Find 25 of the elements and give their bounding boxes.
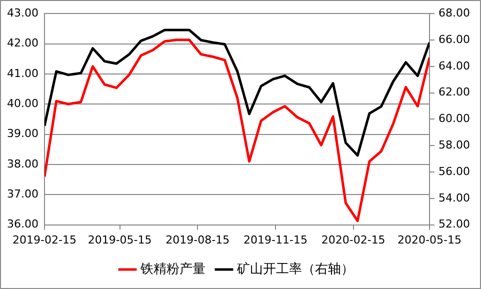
legend-label: 铁精粉产量: [140, 262, 206, 277]
y-tick-label: 37.00: [6, 187, 38, 200]
y2-tick-label: 54.00: [438, 191, 470, 204]
y2-tick-label: 68.00: [438, 6, 470, 20]
y2-tick-label: 60.00: [438, 112, 470, 126]
x-tick-label: 2019-08-15: [166, 233, 230, 246]
y2-tick-label: 62.00: [438, 86, 470, 99]
y2-tick-label: 52.00: [438, 218, 470, 231]
y-tick-label: 41.00: [6, 66, 38, 80]
y2-tick-label: 64.00: [438, 59, 470, 72]
y-tick-label: 39.00: [6, 127, 38, 140]
x-tick-label: 2020-05-15: [398, 233, 462, 246]
x-tick-label: 2020-02-15: [321, 233, 386, 246]
y-tick-label: 36.00: [6, 218, 38, 231]
y2-tick-label: 66.00: [438, 32, 470, 46]
y-tick-label: 38.00: [6, 157, 38, 170]
legend-label: 矿山开工率（右轴）: [236, 260, 354, 277]
x-tick-label: 2019-05-15: [88, 233, 152, 246]
x-tick-label: 2019-11-15: [244, 233, 308, 246]
y-tick-label: 43.00: [6, 6, 38, 20]
y2-tick-label: 58.00: [438, 138, 470, 152]
y-tick-label: 42.00: [6, 36, 38, 50]
x-tick-label: 2019-02-15: [12, 233, 76, 246]
y2-tick-label: 56.00: [438, 164, 470, 178]
y-tick-label: 40.00: [6, 96, 38, 110]
